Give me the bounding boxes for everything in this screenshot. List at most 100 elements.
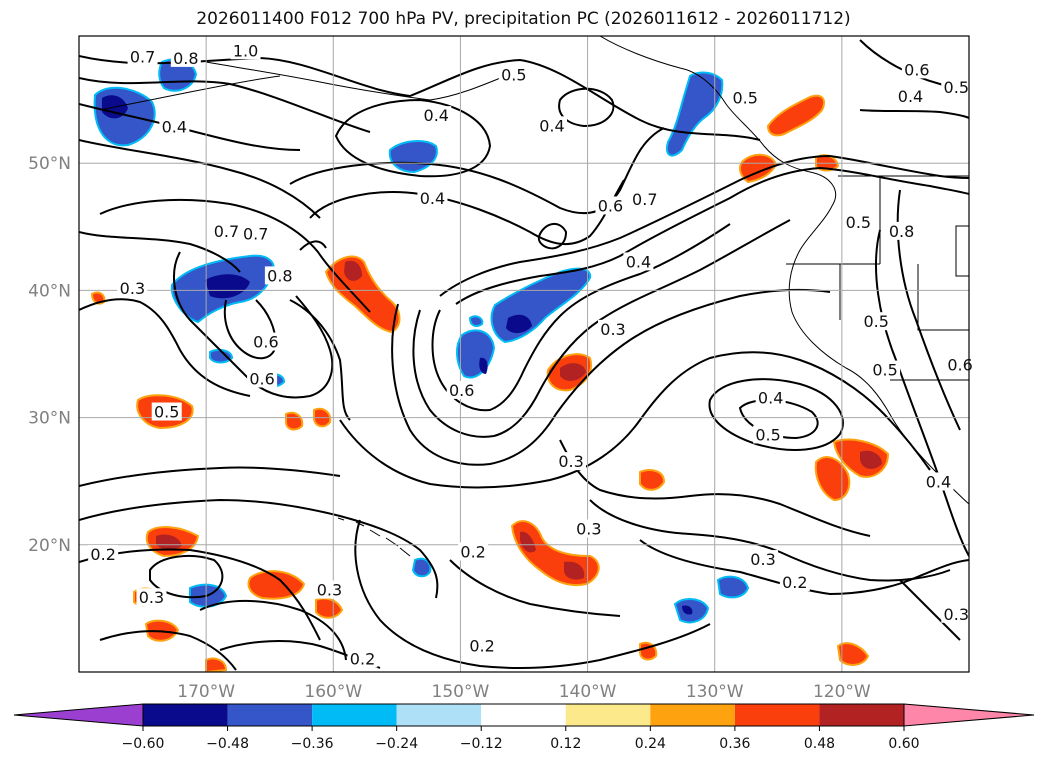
pv-contour-line	[412, 219, 791, 438]
neg-anomaly-region	[411, 557, 432, 578]
contour-label-bg	[886, 221, 917, 240]
pos-anomaly-core	[156, 534, 182, 550]
pv-contour-line	[859, 109, 969, 119]
contour-label-bg	[88, 544, 119, 563]
contour-label: 0.7	[130, 48, 155, 67]
contour-label-bg	[347, 649, 378, 668]
pos-anomaly-region	[315, 597, 344, 619]
contour-label: 0.4	[539, 116, 564, 135]
pv-contour-line	[79, 231, 241, 273]
lon-tick-labels: 170°W 160°W 150°W 140°W 130°W 120°W	[177, 682, 871, 702]
lat-tick-label: 50°N	[28, 154, 71, 174]
pv-contour-line	[391, 288, 831, 466]
pos-anomaly-region	[639, 469, 666, 491]
colorbar-bin	[650, 704, 735, 726]
colorbar: −0.60 −0.48 −0.36 −0.24 −0.12 0.12 0.24 0.36 0.4…	[13, 703, 1035, 752]
figure-title: 2026011400 F012 700 hPa PV, precipitatio…	[196, 9, 851, 29]
lat-tick-label: 40°N	[28, 281, 71, 301]
contour-label-bg	[861, 312, 892, 331]
pv-contour-line	[299, 240, 327, 251]
contour-label: 0.5	[944, 78, 969, 97]
contour-label: 0.5	[872, 361, 897, 380]
lon-tick-label: 150°W	[432, 682, 490, 702]
lon-tick-label: 160°W	[304, 682, 362, 702]
lon-tick-label: 170°W	[177, 682, 235, 702]
contour-label: 0.2	[460, 542, 485, 561]
colorbar-tick-label: 0.36	[719, 736, 750, 752]
contour-label-bg	[748, 550, 779, 569]
colorbar-tick-label: 0.48	[804, 736, 835, 752]
state-border	[955, 225, 969, 277]
pv-contour-line	[431, 223, 731, 412]
pv-contour-line	[334, 98, 492, 178]
pv-contour-line	[79, 466, 341, 487]
contour-label: 0.4	[162, 118, 187, 137]
lat-tick-label: 30°N	[28, 409, 71, 429]
contour-label-bg	[264, 266, 295, 285]
contour-label: 1.0	[233, 41, 258, 60]
aleutian-islands	[99, 75, 281, 111]
pv-contour-line	[99, 630, 237, 671]
contour-label: 0.7	[214, 222, 239, 241]
gridlines	[79, 36, 969, 672]
colorbar-bin	[396, 704, 482, 726]
contour-label-bg	[870, 360, 901, 379]
contour-label: 0.3	[558, 452, 583, 471]
contour-label-bg	[573, 519, 604, 538]
contour-label-bg	[556, 452, 587, 471]
lat-tick-labels: 50°N 40°N 30°N 20°N	[28, 154, 71, 556]
colorbar-tick-label: −0.48	[206, 736, 249, 752]
pv-contour-line	[79, 498, 439, 599]
pos-anomaly-core	[860, 450, 882, 469]
neg-anomaly-region	[468, 315, 484, 327]
pos-anomaly-region	[247, 570, 306, 600]
neg-anomaly-core	[506, 314, 532, 334]
colorbar-bin	[312, 704, 397, 726]
colorbar-bin	[143, 704, 228, 726]
pv-contour-line	[354, 519, 711, 669]
pv-contour-line	[537, 223, 568, 250]
pos-anomaly-region	[836, 642, 870, 666]
pv-contour-line	[149, 554, 224, 599]
colorbar-bin	[481, 704, 566, 726]
lon-tick-label: 120°W	[813, 682, 871, 702]
contour-label-bg	[159, 117, 190, 136]
contour-label-bg	[945, 355, 976, 374]
contour-label: 0.6	[449, 381, 474, 400]
lat-tick-label: 20°N	[28, 536, 71, 556]
contour-label: 0.4	[626, 252, 651, 271]
colorbar-extend-max	[903, 703, 1035, 727]
neg-anomaly-region	[93, 86, 156, 147]
contour-label-bg	[843, 212, 874, 231]
contour-label: 0.2	[90, 545, 115, 564]
contour-label-bg	[417, 188, 448, 207]
colorbar-frame	[142, 703, 905, 727]
pv-contour-line	[79, 55, 761, 141]
state-border	[917, 264, 969, 331]
colorbar-bin	[565, 704, 651, 726]
contour-label: 0.6	[947, 355, 972, 374]
neg-anomaly-region	[388, 140, 438, 174]
contour-label: 0.8	[173, 49, 198, 68]
pv-contour-line	[558, 87, 615, 128]
north-america-coastline	[599, 36, 969, 505]
contour-label: 0.6	[249, 369, 274, 388]
colorbar-tick-label: 0.60	[888, 736, 919, 752]
contour-label-bg	[941, 604, 972, 623]
contour-label: 0.2	[350, 649, 375, 668]
contour-label: 0.5	[846, 213, 871, 232]
pv-contour-line	[79, 139, 321, 219]
contour-label-bg	[170, 48, 201, 67]
contour-label: 0.4	[424, 106, 449, 125]
contour-label-bg	[498, 65, 529, 84]
pos-anomaly-region	[324, 255, 401, 334]
neg-anomaly-region	[456, 329, 496, 379]
contour-label: 0.2	[469, 637, 494, 656]
lon-tick-label: 140°W	[559, 682, 617, 702]
colorbar-bin	[227, 704, 313, 726]
plot-frame	[78, 35, 970, 673]
contour-label-bg	[598, 319, 628, 338]
colorbar-tick-label: −0.60	[122, 736, 165, 752]
neg-anomaly-region	[666, 71, 724, 157]
contour-label: 0.7	[632, 190, 657, 209]
